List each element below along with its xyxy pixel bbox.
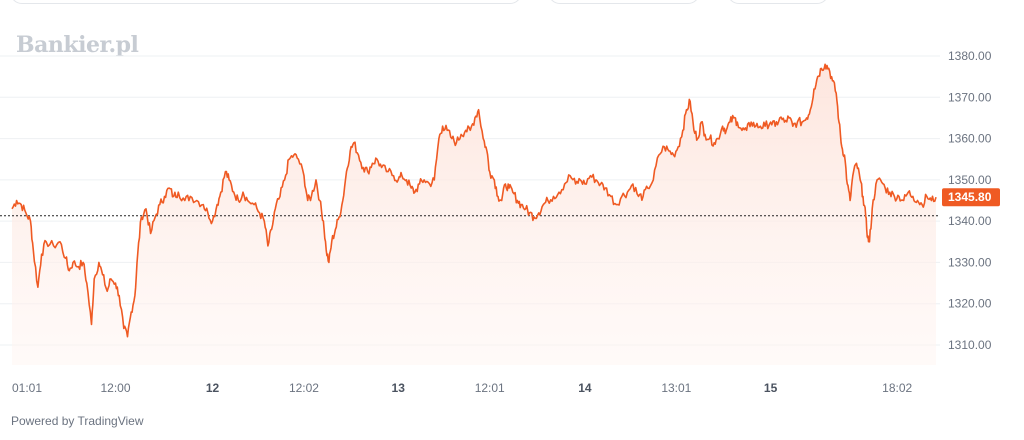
y-tick-label: 1320.00 [948, 297, 992, 311]
y-tick-label: 1380.00 [948, 49, 992, 63]
y-tick-label: 1360.00 [948, 132, 992, 146]
x-tick-label: 12 [206, 381, 220, 395]
x-tick-label: 12:00 [100, 381, 130, 395]
powered-by-tradingview[interactable]: Powered by TradingView [11, 414, 144, 428]
x-tick-label: 12:02 [289, 381, 319, 395]
x-tick-label: 13:01 [661, 381, 691, 395]
y-tick-label: 1370.00 [948, 90, 992, 104]
y-tick-label: 1330.00 [948, 255, 992, 269]
x-tick-label: 14 [578, 381, 592, 395]
last-price-label: 1345.80 [948, 190, 992, 204]
y-axis: 1380.00 1370.00 1360.00 1350.00 1340.00 1330.… [948, 49, 992, 352]
x-tick-label: 18:02 [882, 381, 912, 395]
price-area-fill [12, 64, 936, 366]
last-price-badge: 1345.80 [942, 188, 1000, 207]
bankier-watermark: Bankier.pl [16, 32, 139, 58]
price-line [11, 63, 937, 338]
x-tick-label: 13 [392, 381, 406, 395]
y-tick-label: 1350.00 [948, 173, 992, 187]
x-tick-label: 15 [764, 381, 778, 395]
x-tick-label: 12:01 [475, 381, 505, 395]
y-tick-label: 1340.00 [948, 214, 992, 228]
x-tick-label: 01:01 [12, 381, 42, 395]
x-axis: 01:01 12:00 12 12:02 13 12:01 14 13:01 15 18:02 [12, 381, 913, 395]
y-tick-label: 1310.00 [948, 338, 992, 352]
